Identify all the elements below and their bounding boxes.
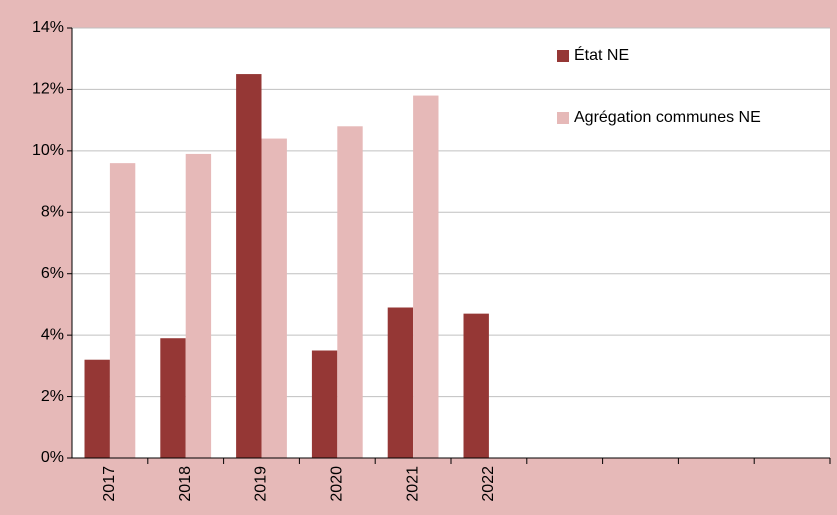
legend-swatch [557,112,569,124]
bar [463,313,489,458]
bar [185,153,212,458]
x-tick-label: 2017 [101,466,118,502]
y-tick-label: 12% [32,81,64,98]
x-tick-label: 2019 [253,466,270,502]
x-tick-label: 2022 [480,466,497,502]
y-tick-label: 14% [32,19,64,36]
bar [109,163,136,458]
x-tick-label: 2021 [404,466,421,502]
bar [236,74,262,459]
legend-label: Agrégation communes NE [574,109,761,126]
bar [311,350,338,458]
y-tick-label: 10% [32,142,64,159]
x-tick-label: 2020 [329,466,346,502]
bar [261,138,287,459]
bar [387,307,414,458]
legend-label: État NE [574,45,629,64]
y-tick-label: 6% [41,265,64,282]
y-tick-label: 2% [41,388,64,405]
bar [160,338,186,458]
legend-swatch [557,50,569,62]
x-tick-label: 2018 [177,466,194,502]
bar [413,95,439,459]
bar [84,359,110,458]
y-tick-label: 8% [41,204,64,221]
y-tick-label: 4% [41,326,64,343]
y-tick-label: 0% [41,449,64,466]
bar [337,126,363,459]
